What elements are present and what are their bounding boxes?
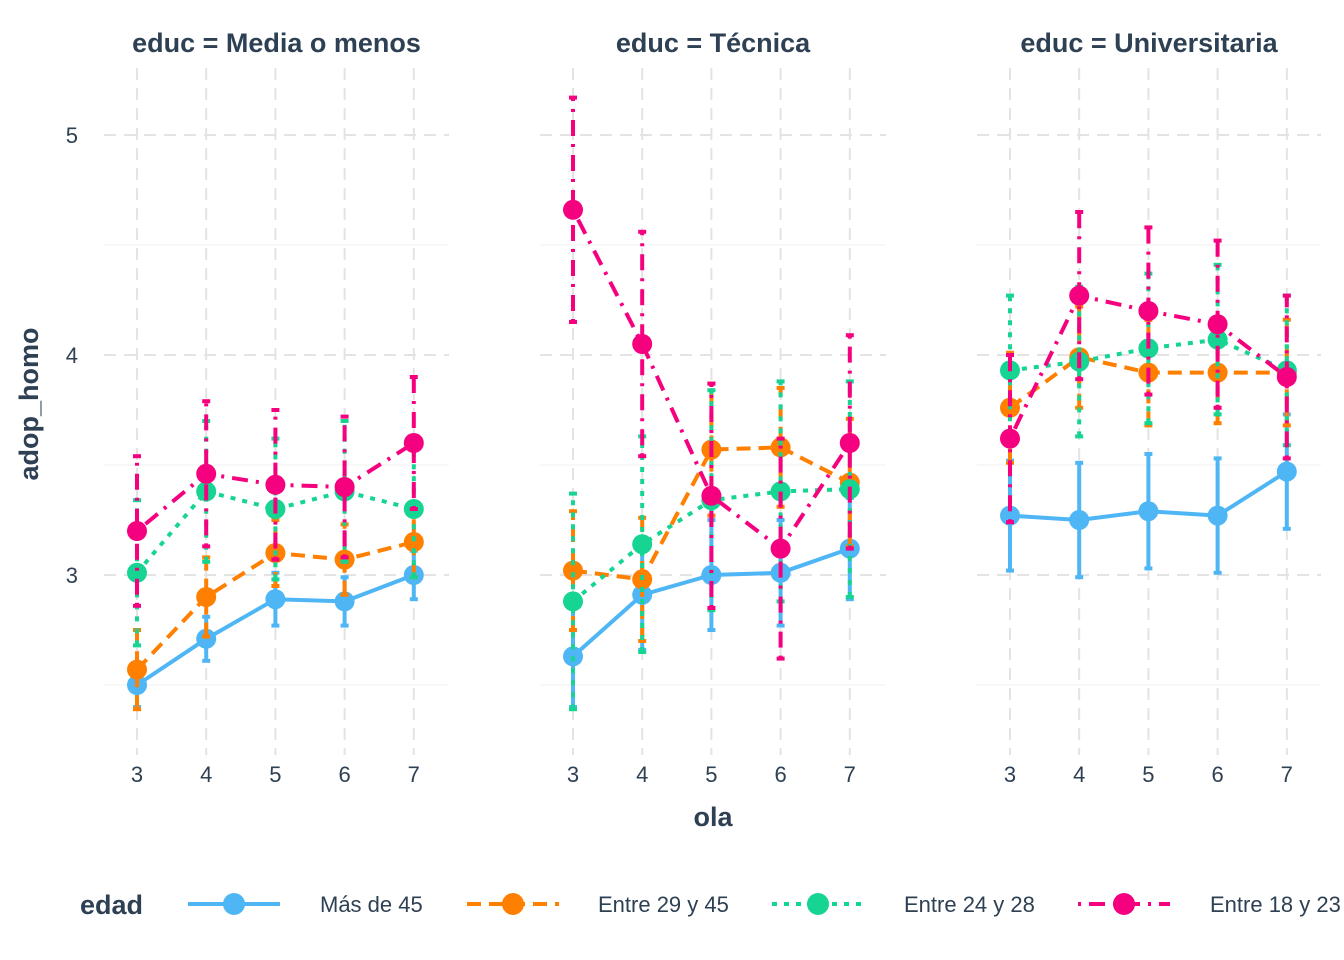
data-point — [403, 433, 424, 453]
data-point — [1276, 461, 1297, 482]
data-point — [127, 659, 147, 680]
data-point — [196, 587, 217, 607]
legend: edad Más de 45 Entre 29 y 45 Entre 24 y 28… — [80, 890, 1341, 920]
x-tick-label: 4 — [200, 762, 212, 787]
y-axis-title: adop_homo — [14, 328, 44, 481]
legend-label: Más de 45 — [320, 892, 423, 917]
data-point — [127, 562, 147, 583]
data-point — [701, 485, 722, 506]
y-tick-label: 3 — [66, 563, 78, 588]
data-point — [1000, 428, 1020, 449]
legend-entry: Entre 29 y 45 — [467, 892, 729, 917]
x-tick-label: 6 — [338, 762, 350, 787]
data-point — [196, 628, 217, 649]
legend-key-point — [807, 893, 829, 915]
x-tick-label: 3 — [131, 762, 143, 787]
data-point — [1138, 501, 1159, 522]
legend-key-point — [502, 893, 524, 915]
series-group — [563, 95, 860, 661]
data-point — [1138, 301, 1159, 321]
data-point — [839, 433, 860, 453]
data-point — [1000, 505, 1020, 526]
x-tick-label: 6 — [1211, 762, 1223, 787]
data-point — [701, 565, 722, 585]
y-tick-label: 5 — [66, 123, 78, 148]
data-point — [127, 521, 147, 541]
data-point — [563, 591, 583, 612]
data-point — [1069, 285, 1090, 306]
series-group — [127, 375, 424, 608]
series-group — [1000, 210, 1297, 525]
data-point — [334, 591, 355, 612]
x-tick-label: 6 — [774, 762, 786, 787]
x-tick-label: 5 — [705, 762, 717, 787]
legend-entry: Más de 45 — [188, 892, 423, 917]
facet-panel: educ = Técnica 3 4 5 6 7 — [540, 28, 886, 787]
x-tick-label: 4 — [1073, 762, 1085, 787]
legend-label: Entre 24 y 28 — [904, 892, 1035, 917]
data-point — [403, 532, 424, 552]
data-point — [770, 538, 791, 559]
data-point — [265, 589, 286, 610]
y-tick-label: 4 — [66, 343, 78, 368]
data-point — [1069, 510, 1090, 530]
facet-title: educ = Técnica — [616, 28, 811, 58]
x-tick-label: 3 — [567, 762, 579, 787]
data-point — [196, 463, 217, 484]
legend-key-point — [1113, 893, 1135, 915]
data-point — [563, 560, 583, 581]
facet-title: educ = Media o menos — [132, 28, 421, 58]
x-axis-title: ola — [693, 802, 733, 832]
x-tick-label: 5 — [1142, 762, 1154, 787]
data-point — [1276, 367, 1297, 387]
x-tick-label: 7 — [844, 762, 856, 787]
legend-entry: Entre 24 y 28 — [772, 892, 1035, 917]
legend-title: edad — [80, 890, 143, 920]
x-tick-label: 7 — [1281, 762, 1293, 787]
legend-entry: Entre 18 y 23 — [1078, 892, 1341, 917]
data-point — [1207, 329, 1228, 350]
legend-label: Entre 18 y 23 — [1210, 892, 1341, 917]
data-point — [632, 534, 653, 555]
legend-label: Entre 29 y 45 — [598, 892, 729, 917]
data-point — [632, 334, 653, 354]
data-point — [1207, 505, 1228, 526]
x-tick-label: 4 — [636, 762, 648, 787]
facet-title: educ = Universitaria — [1020, 28, 1278, 58]
series-line — [572, 445, 851, 582]
data-point — [334, 477, 355, 497]
data-point — [265, 474, 286, 495]
data-point — [563, 199, 583, 220]
x-tick-label: 5 — [269, 762, 281, 787]
data-point — [770, 481, 791, 502]
legend-key-point — [223, 893, 245, 915]
x-tick-label: 7 — [408, 762, 420, 787]
series-group — [1000, 412, 1297, 580]
data-point — [1207, 314, 1228, 335]
facet-panel: educ = Media o menos 3 4 5 6 7 3 4 5 — [66, 28, 449, 787]
facet-panel: educ = Universitaria 3 4 5 6 7 — [977, 28, 1321, 787]
x-tick-label: 3 — [1004, 762, 1016, 787]
